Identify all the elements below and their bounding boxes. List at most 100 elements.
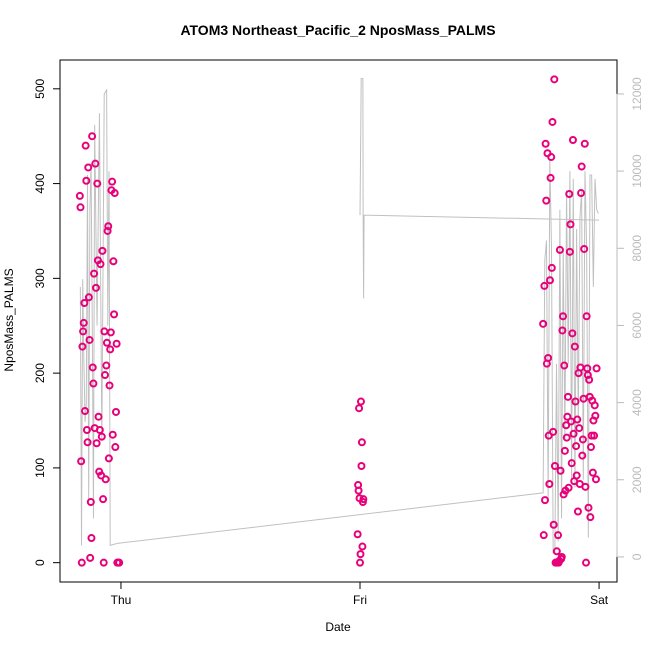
data-point bbox=[591, 411, 600, 420]
x-tick-label: Fri bbox=[353, 593, 367, 607]
data-point bbox=[106, 345, 115, 354]
data-point bbox=[578, 435, 587, 444]
y2-tick-label: 4000 bbox=[630, 389, 644, 416]
data-point bbox=[582, 558, 591, 567]
data-point bbox=[550, 75, 559, 84]
data-point bbox=[84, 293, 93, 302]
data-point bbox=[82, 176, 91, 185]
data-point bbox=[549, 520, 558, 529]
y2-tick-label: 8000 bbox=[630, 235, 644, 262]
data-point bbox=[546, 173, 555, 182]
data-point bbox=[106, 328, 115, 337]
data-point bbox=[542, 196, 551, 205]
data-point bbox=[573, 415, 582, 424]
y2-tick-label: 0 bbox=[630, 553, 644, 560]
data-point bbox=[79, 318, 88, 327]
data-point bbox=[592, 364, 601, 373]
data-point bbox=[102, 361, 111, 370]
data-point bbox=[573, 507, 582, 516]
x-axis-label: Date bbox=[325, 620, 351, 634]
data-point bbox=[539, 531, 548, 540]
data-point bbox=[93, 179, 102, 188]
data-point bbox=[358, 542, 367, 551]
data-point bbox=[562, 433, 571, 442]
data-point bbox=[101, 475, 110, 484]
data-point bbox=[544, 431, 553, 440]
data-point bbox=[554, 531, 563, 540]
data-point bbox=[77, 457, 86, 466]
data-point bbox=[588, 468, 597, 477]
y2-tick-label: 12000 bbox=[630, 77, 644, 111]
data-point bbox=[571, 397, 580, 406]
data-point bbox=[83, 438, 92, 447]
data-point bbox=[94, 412, 103, 421]
data-point bbox=[97, 432, 106, 441]
data-point bbox=[98, 246, 107, 255]
data-point bbox=[572, 471, 581, 480]
data-point bbox=[104, 222, 113, 231]
data-point bbox=[115, 558, 124, 567]
data-point bbox=[580, 139, 589, 148]
data-point bbox=[92, 439, 101, 448]
y-tick-label: 0 bbox=[33, 559, 47, 566]
data-point bbox=[559, 312, 568, 321]
data-point bbox=[79, 327, 88, 336]
data-point bbox=[359, 495, 368, 504]
data-point bbox=[111, 443, 120, 452]
data-point bbox=[558, 326, 567, 335]
data-point bbox=[82, 425, 91, 434]
data-point bbox=[547, 263, 556, 272]
data-point bbox=[545, 480, 554, 489]
data-point bbox=[110, 189, 119, 198]
data-point bbox=[88, 363, 97, 372]
data-point bbox=[99, 495, 108, 504]
data-point bbox=[569, 429, 578, 438]
data-point bbox=[575, 424, 584, 433]
data-point bbox=[356, 397, 365, 406]
data-point bbox=[580, 244, 589, 253]
data-point bbox=[81, 141, 90, 150]
data-point bbox=[86, 553, 95, 562]
data-point bbox=[110, 310, 119, 319]
data-point bbox=[111, 407, 120, 416]
data-point bbox=[77, 558, 86, 567]
data-point bbox=[582, 312, 591, 321]
x-tick-label: Thu bbox=[111, 593, 132, 607]
data-point bbox=[89, 379, 98, 388]
data-point bbox=[355, 404, 364, 413]
data-point bbox=[91, 283, 100, 292]
y-tick-label: 400 bbox=[33, 173, 47, 193]
data-point bbox=[578, 451, 587, 460]
data-point bbox=[85, 335, 94, 344]
y-tick-label: 100 bbox=[33, 458, 47, 478]
y-tick-label: 300 bbox=[33, 268, 47, 288]
data-point bbox=[81, 407, 90, 416]
data-point bbox=[354, 486, 363, 495]
data-point bbox=[570, 342, 579, 351]
data-point bbox=[581, 482, 590, 491]
data-point bbox=[76, 203, 85, 212]
y2-tick-label: 10000 bbox=[630, 154, 644, 188]
data-point bbox=[356, 550, 365, 559]
data-point bbox=[353, 530, 362, 539]
data-point bbox=[112, 339, 121, 348]
data-point bbox=[95, 425, 104, 434]
data-point bbox=[567, 459, 576, 468]
data-line bbox=[79, 78, 600, 554]
data-point bbox=[87, 534, 96, 543]
data-point bbox=[108, 430, 117, 439]
data-point bbox=[99, 558, 108, 567]
data-point bbox=[590, 401, 599, 410]
data-point bbox=[549, 427, 558, 436]
data-point bbox=[78, 342, 87, 351]
data-point bbox=[539, 319, 548, 328]
data-point bbox=[86, 498, 95, 507]
data-point bbox=[102, 338, 111, 347]
y-axis-label: NposMass_PALMS bbox=[2, 268, 16, 371]
data-point bbox=[101, 371, 110, 380]
data-point bbox=[548, 117, 557, 126]
data-point bbox=[540, 281, 549, 290]
data-point bbox=[84, 163, 93, 172]
data-point bbox=[544, 353, 553, 362]
data-point bbox=[564, 483, 573, 492]
